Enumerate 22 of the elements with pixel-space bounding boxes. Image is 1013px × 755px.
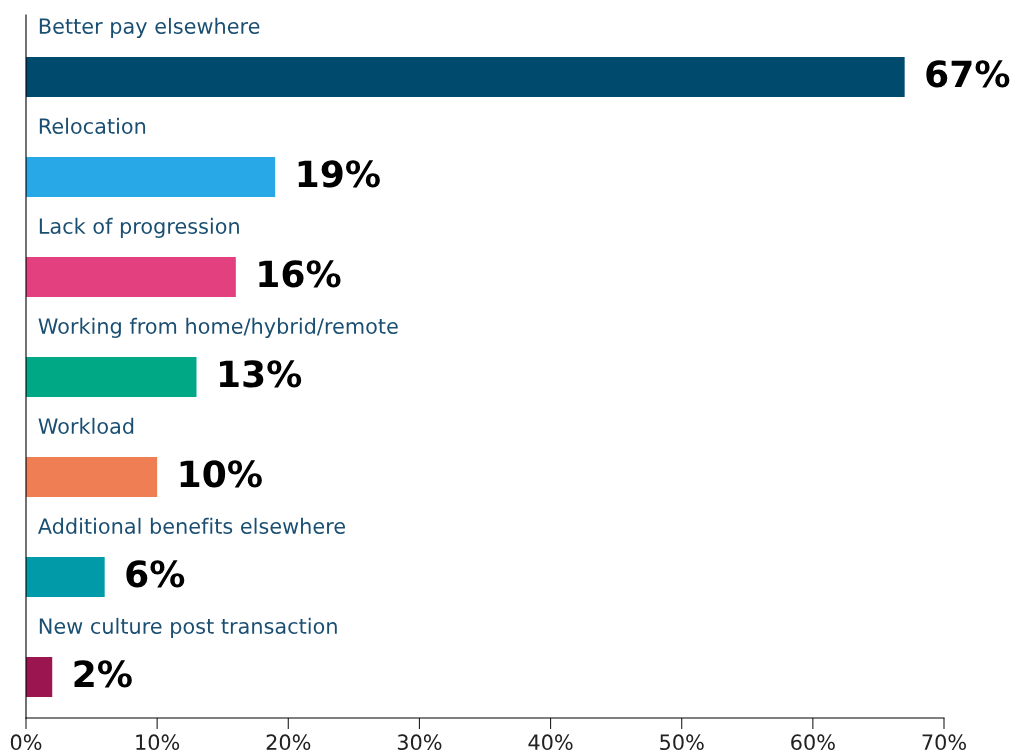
y-tick-label: Additional benefits elsewhere — [37, 517, 345, 534]
data-label: 13% — [220, 360, 302, 388]
y-tick-label: Relocation — [39, 117, 146, 134]
x-tick-label: 50% — [660, 734, 704, 751]
x-tick-label: 20% — [266, 734, 311, 751]
x-tick-label: 70% — [922, 734, 966, 751]
data-label: 67% — [926, 60, 1010, 88]
x-tick-label: 30% — [397, 734, 442, 751]
data-label: 19% — [298, 160, 380, 188]
x-tick-label: 10% — [136, 734, 180, 751]
x-tick-label: 0% — [10, 734, 42, 751]
y-tick-label: Working from home/hybrid/remote — [38, 317, 398, 338]
y-tick-label: Lack of progression — [39, 217, 239, 238]
x-tick-label: 60% — [791, 734, 835, 751]
y-tick-label: Workload — [38, 417, 134, 434]
y-tick-label: New culture post transaction — [39, 617, 337, 638]
data-label: 16% — [259, 260, 341, 288]
data-label: 2% — [74, 660, 132, 688]
y-tick-label: Better pay elsewhere — [39, 17, 260, 38]
x-tick-label: 40% — [528, 734, 573, 751]
data-label: 10% — [180, 460, 262, 488]
data-label: 6% — [126, 560, 185, 588]
